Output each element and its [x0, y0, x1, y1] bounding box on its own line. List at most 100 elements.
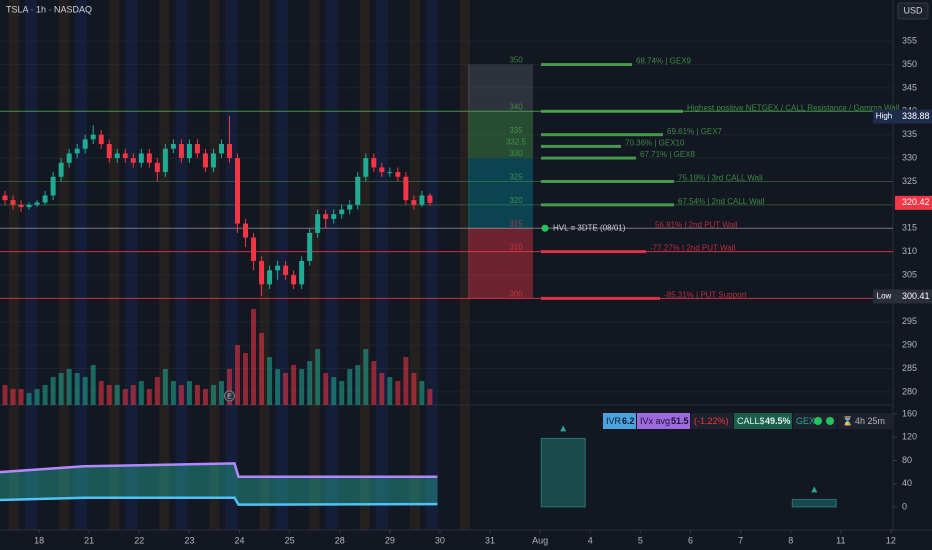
volume-bar [339, 381, 345, 405]
candle-body [122, 153, 128, 159]
volume-bar [178, 385, 184, 405]
candle-body [371, 158, 377, 168]
shade [209, 0, 220, 530]
candle-body [162, 148, 168, 173]
price-badge-tag [873, 289, 895, 304]
x-tick-label: 24 [235, 535, 245, 545]
volume-bar [106, 385, 112, 405]
level-bar [541, 250, 646, 254]
y-tick-label: 315 [902, 223, 917, 233]
zone-label: 315 [509, 219, 523, 228]
volume-bar [74, 373, 80, 405]
price-badge-value: 320.42 [902, 197, 930, 207]
volume-bar [42, 385, 48, 405]
candle-body [403, 176, 409, 201]
zone-label: 300 [509, 289, 523, 298]
volume-bar [355, 365, 361, 405]
candle-body [331, 214, 337, 219]
volume-bar [34, 389, 40, 405]
volume-bar [26, 393, 32, 405]
indicator-bar [540, 437, 586, 508]
shade [109, 0, 120, 530]
y-tick-label: 330 [902, 152, 917, 162]
shade [25, 0, 38, 530]
y-tick-label: 295 [902, 316, 917, 326]
y-tick-label: 290 [902, 340, 917, 350]
candle-body [267, 270, 273, 285]
zone-label: 330 [509, 149, 523, 158]
volume-bar [50, 377, 56, 405]
price-badge-label: High [876, 112, 892, 121]
currency[interactable]: USD [903, 5, 923, 15]
volume-bar [154, 377, 160, 405]
signal-arrow [811, 486, 818, 493]
x-tick-label: 7 [738, 535, 743, 545]
hvl-dot [541, 224, 549, 232]
y-tick-label: 355 [902, 36, 917, 46]
candle-body [275, 265, 281, 271]
shade [325, 0, 338, 530]
timer-badge [838, 413, 893, 429]
gex-zone [468, 158, 533, 229]
x-tick-label: 11 [836, 535, 845, 545]
candle-body [283, 265, 289, 275]
volume-bar [194, 385, 200, 405]
volume-bar [427, 389, 433, 405]
price-badge-tag [873, 109, 895, 124]
candle-body [427, 195, 433, 203]
volume-bar [114, 385, 120, 405]
x-tick-label: 12 [886, 535, 896, 545]
candle-body [355, 176, 361, 205]
calls-value: 49.5% [765, 416, 791, 426]
candle-body [2, 195, 8, 201]
candle-body [387, 172, 393, 174]
candle-body [74, 148, 80, 154]
candle-body [50, 176, 56, 196]
y-tick-label: 345 [902, 82, 917, 92]
gex-label: GEX [796, 416, 815, 426]
earnings-marker: E [227, 393, 232, 400]
y-tick-label: 310 [902, 246, 917, 256]
x-tick-label: 6 [688, 535, 693, 545]
shade [459, 0, 470, 530]
volume-bar [347, 369, 353, 405]
level-bar [541, 63, 632, 67]
shade [375, 0, 388, 530]
volume-bar [363, 349, 369, 405]
level-bar [541, 203, 674, 207]
price-badge-value: 338.88 [902, 111, 930, 121]
candle-body [363, 158, 369, 177]
shade [359, 0, 370, 530]
currency-box[interactable] [897, 2, 929, 20]
candle-body [138, 153, 144, 163]
change-value: (-1.22%) [694, 416, 729, 426]
volume-bar [186, 381, 192, 405]
volume-bar [379, 373, 385, 405]
candle-body [82, 139, 88, 149]
timer-value: 4h 25m [855, 416, 885, 426]
candle-body [114, 153, 120, 159]
volume-bar [291, 365, 297, 405]
level-bar [541, 156, 636, 160]
volume-bar [235, 345, 241, 405]
level-label: 56.81% | 2nd PUT Wall [655, 220, 738, 229]
timer-icon: ⌛ [842, 415, 853, 426]
zone-label: 350 [509, 56, 523, 65]
candle-body [146, 153, 152, 163]
volume-bar [90, 365, 96, 405]
zone-label: 325 [509, 173, 523, 182]
candle-body [379, 167, 385, 173]
gex-zone [468, 64, 533, 112]
level-bar [541, 144, 621, 148]
volume-bar [251, 309, 257, 405]
volume-bar [331, 377, 337, 405]
candle-body [299, 260, 305, 285]
volume-bar [387, 377, 393, 405]
x-tick-label: 22 [134, 535, 144, 545]
candle-body [291, 274, 297, 285]
y-tick-label: 40 [902, 478, 912, 488]
candle-body [218, 144, 224, 154]
level-label: -77.27% | 2nd PUT Wall [650, 244, 735, 253]
candle-body [243, 223, 249, 238]
